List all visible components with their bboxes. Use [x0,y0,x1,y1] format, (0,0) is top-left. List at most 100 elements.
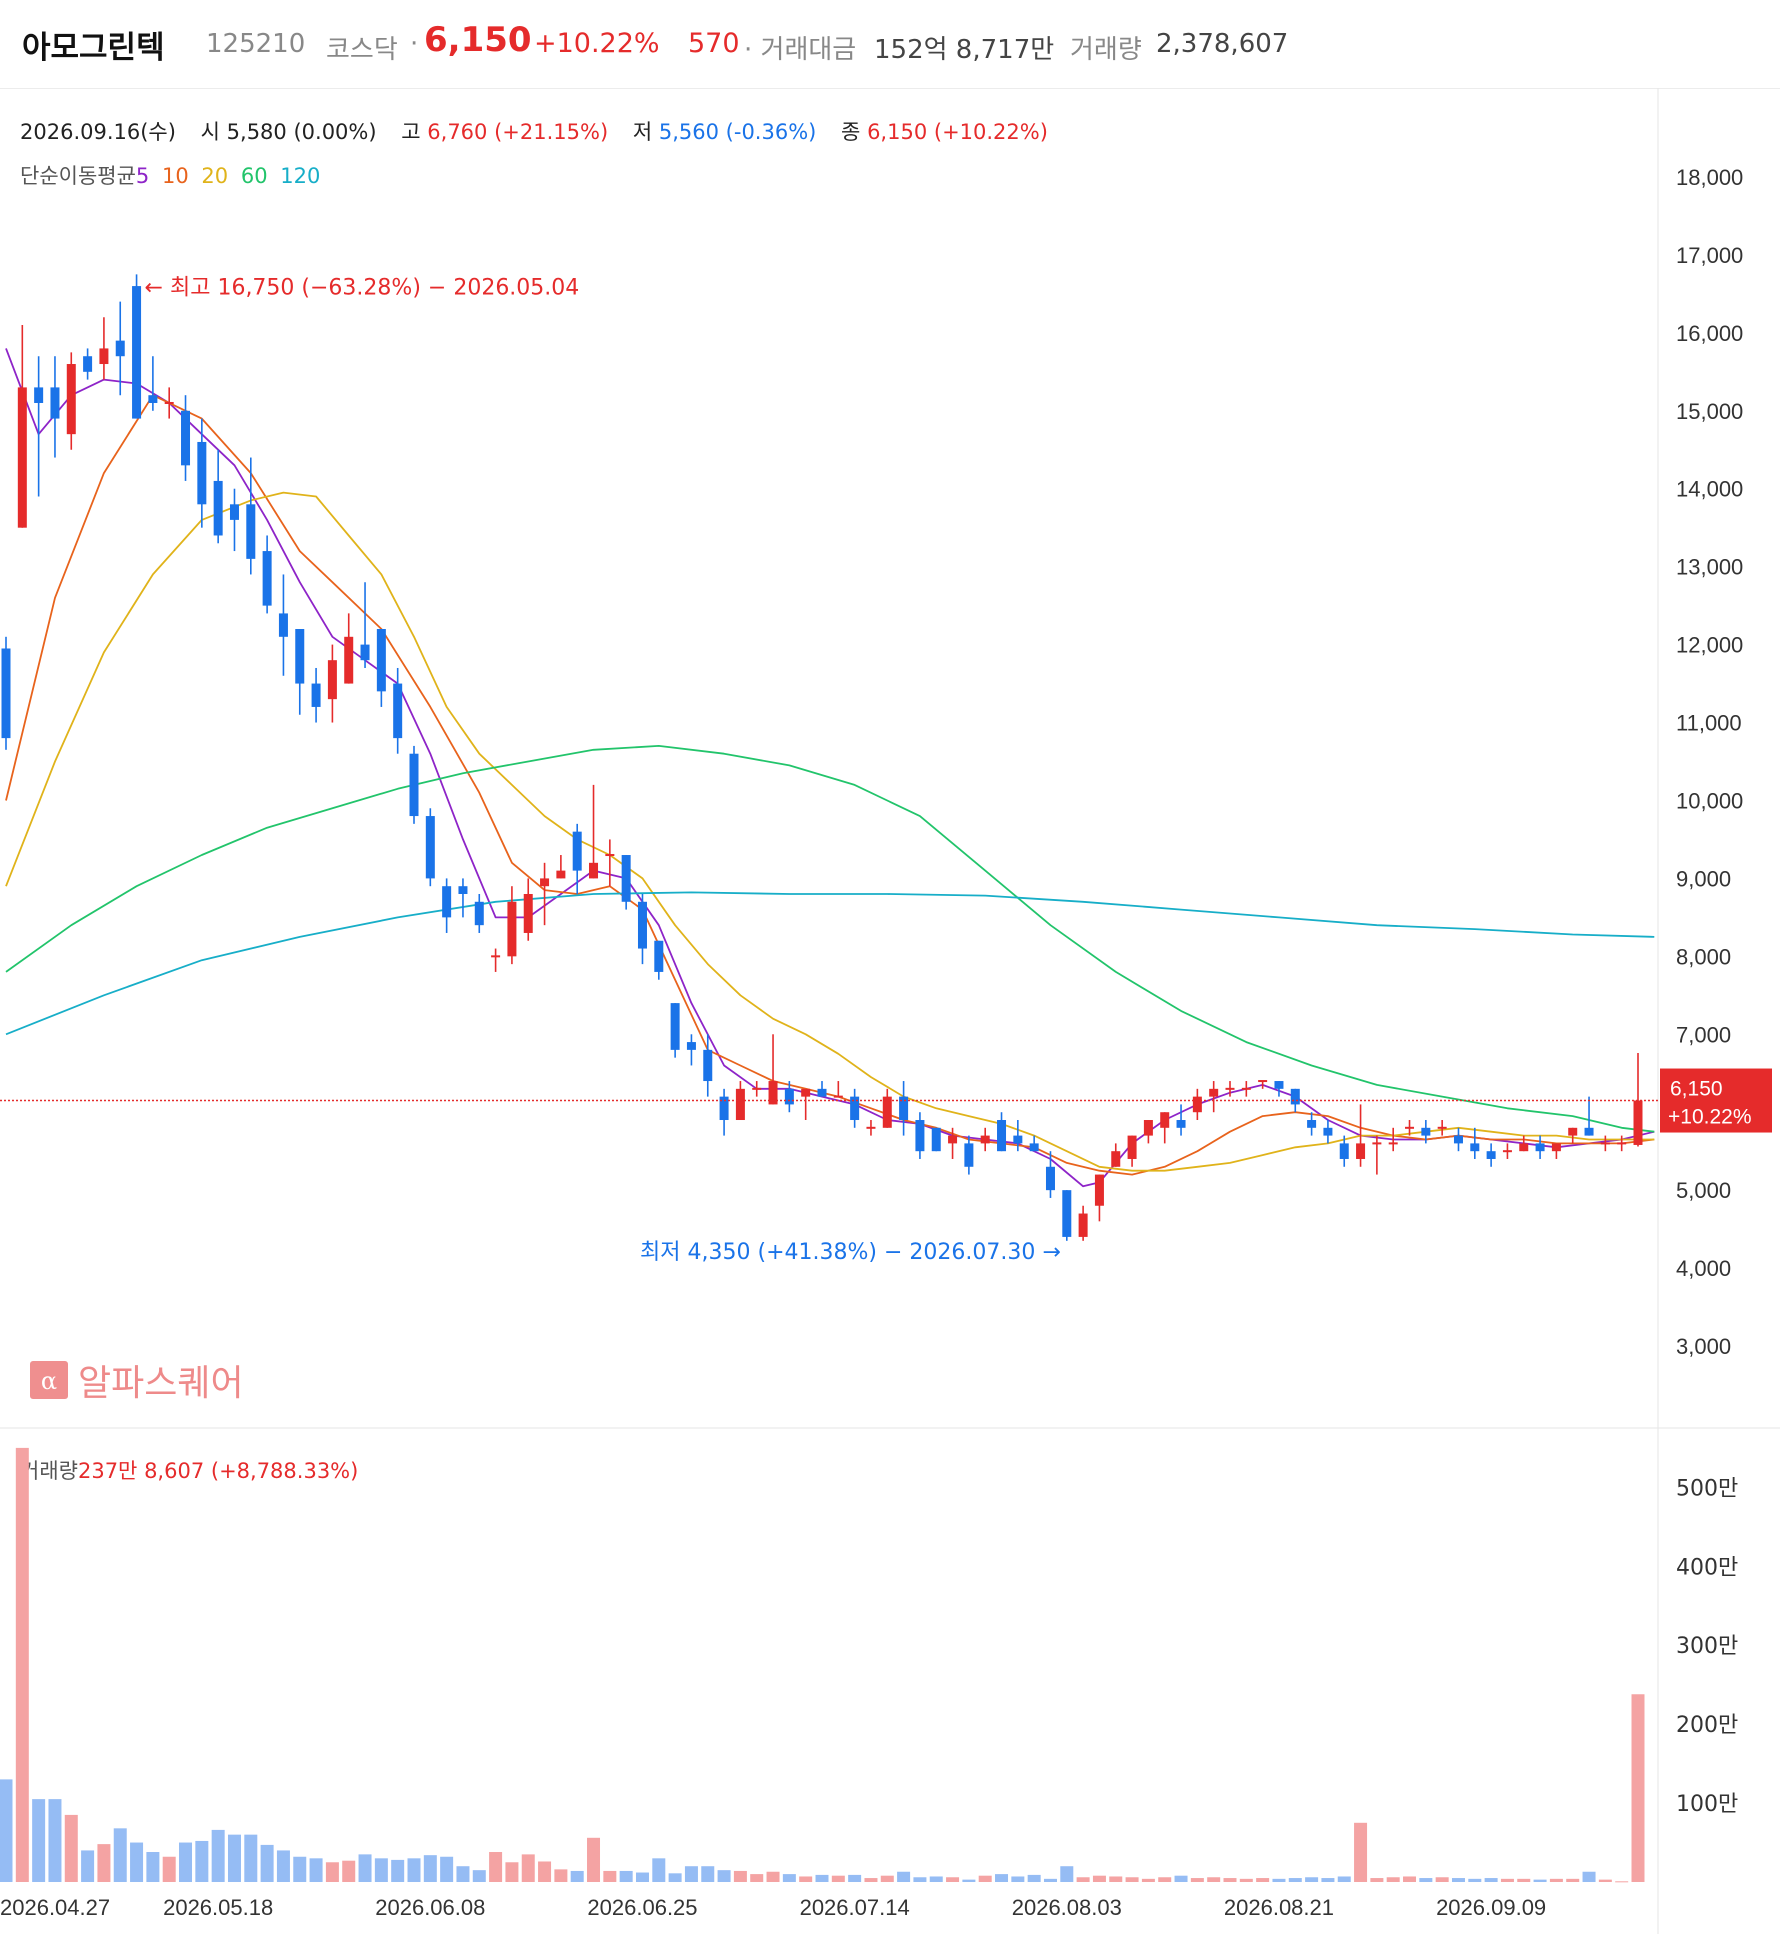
volume-bar [766,1871,780,1882]
candle-body [686,1042,696,1050]
candle-body [850,1096,860,1121]
volume-bar [391,1859,405,1882]
volume-bar [570,1870,584,1882]
stock-name: 아모그린텍 [22,30,165,66]
candle-body [703,1049,713,1082]
volume-bar [1223,1878,1237,1882]
volume-bar [897,1871,911,1882]
candle-body [1617,1142,1627,1145]
candle-body [1062,1190,1072,1237]
close-pct: (+10.22%) [933,120,1048,144]
volume-bar [1060,1866,1074,1882]
ma-legend-label: 단순이동평균 [20,164,136,188]
volume-bar [538,1861,552,1882]
volume-bar [472,1870,486,1882]
ohlc-info: 2026.09.16(수) 시 5,580 (0.00%) 고 6,760 (+… [20,116,1048,146]
candle-body [1274,1081,1284,1089]
candle-body [1339,1143,1349,1159]
volume-bar [32,1799,46,1882]
date-tick-label: 2026.05.18 [163,1895,273,1920]
candle-body [1241,1087,1251,1090]
volume-bar [1631,1694,1645,1882]
candle-body [393,683,403,739]
candle-body [980,1135,990,1144]
volume-bar [1256,1878,1270,1882]
candle-body [148,395,158,403]
price-axis: 18,000 17,000 16,000 15,000 14,000 13,000 12,0… [1676,165,1743,1359]
candle-body [556,870,566,879]
candle-body [507,901,517,957]
candle-body [589,862,599,879]
price-tick-label: 8,000 [1676,944,1731,969]
close-value: 6,150 [867,120,928,144]
candle-body [1568,1127,1578,1136]
date-tick-label: 2026.06.08 [375,1895,485,1920]
volume-bars [0,1447,1645,1883]
volume-bar [750,1874,764,1882]
date-axis: 2026.04.27 2026.05.18 2026.06.08 2026.06.25… [0,1895,1546,1920]
candle-body [1078,1213,1088,1237]
volume-bar [440,1856,454,1882]
header-bar: 아모그린텍 125210 코스닥 · 6,150 +10.22% 570 · 거… [0,0,1780,89]
volume-bar [260,1844,274,1882]
ma-period-5: 5 [135,164,150,188]
price-tick-label: 9,000 [1676,866,1731,891]
candle-body [311,683,321,707]
current-price-label: 6,150 +10.22% [1660,1068,1772,1133]
candle-body [784,1088,794,1105]
volume-bar [831,1875,845,1882]
candle-body [1225,1087,1235,1090]
volume-value: 2,378,607 [1156,29,1289,59]
volume-bar [1141,1878,1155,1882]
candle-body [1029,1143,1039,1152]
volume-panel-pct: (+8,788.33%) [210,1459,359,1483]
candle-body [1470,1143,1480,1152]
volume-bar [782,1874,796,1882]
high-annotation: ← 최고 16,750 (−63.28%) − 2026.05.04 [145,275,580,300]
volume-bar [325,1862,339,1882]
price-volume-chart[interactable]: 18,000 17,000 16,000 15,000 14,000 13,000 12,0… [0,88,1780,1934]
volume-bar [1125,1877,1139,1882]
volume-axis: 500만 400만 300만 200만 100만 [1676,1476,1738,1817]
brand-name: 알파스퀘어 [78,1363,244,1404]
volume-bar [113,1828,127,1882]
volume-bar [1043,1878,1057,1882]
candle-body [801,1088,811,1097]
volume-bar [489,1852,503,1882]
candle-body [66,364,76,435]
candle-body [1502,1150,1512,1153]
high-label: 고 [401,120,421,144]
candle-body [1356,1143,1366,1159]
volume-bar [1076,1877,1090,1882]
volume-bar [293,1856,307,1882]
volume-panel-prev: 8,607 [144,1459,205,1483]
candle-body [425,816,435,879]
volume-bar [848,1874,862,1882]
date-tick-label: 2026.08.21 [1224,1895,1334,1920]
stock-code: 125210 [206,29,306,59]
candle-body [1307,1120,1317,1128]
candle-body [866,1126,876,1129]
volume-bar [1386,1877,1400,1882]
candle-body [17,387,27,528]
candle-body [164,401,174,404]
price-tick-label: 7,000 [1676,1022,1731,1047]
candle-body [964,1143,974,1167]
volume-bar [880,1875,894,1882]
ma-period-60: 60 [240,164,268,188]
volume-bar [0,1779,13,1882]
date-tick-label: 2026.09.09 [1436,1895,1546,1920]
candle-body [1094,1174,1104,1206]
high-pct: (+21.15%) [494,120,609,144]
price-tick-label: 17,000 [1676,243,1743,268]
volume-bar [717,1870,731,1882]
candle-body [1535,1143,1545,1152]
volume-bar [1174,1875,1188,1882]
price-tick-label: 11,000 [1676,711,1742,736]
volume-bar [1190,1878,1204,1882]
volume-bar [635,1872,649,1882]
candle-body [637,901,647,949]
volume-bar [1419,1878,1433,1882]
candle-body [1192,1096,1202,1113]
candle-body [1258,1080,1268,1083]
